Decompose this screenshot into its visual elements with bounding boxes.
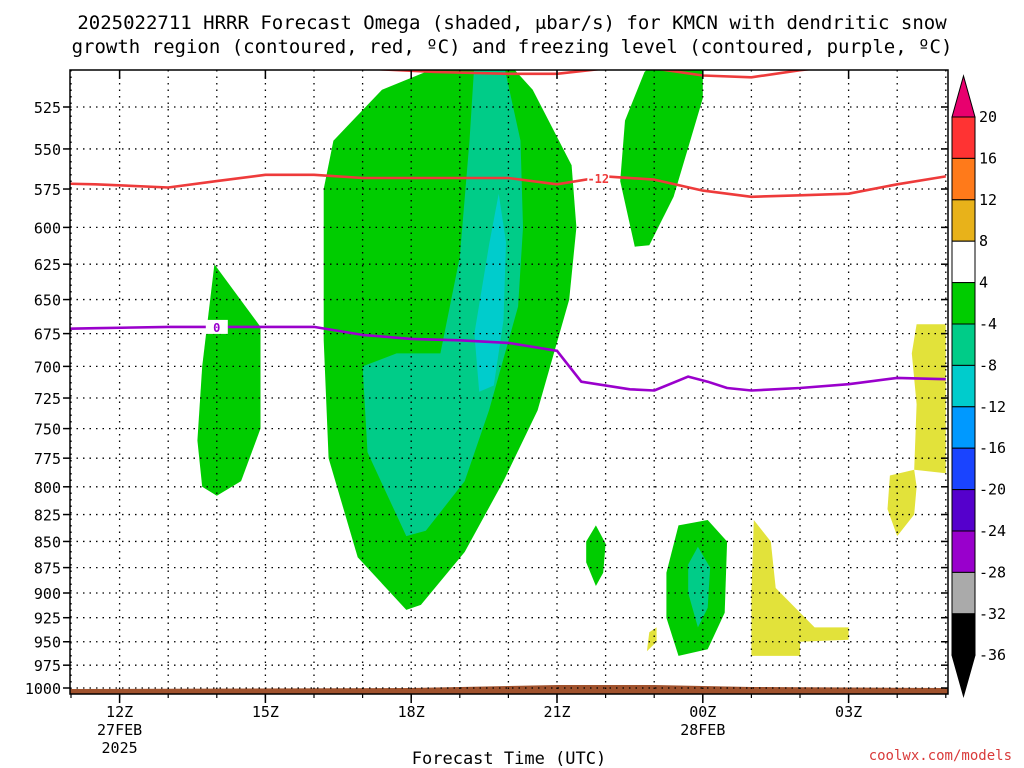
omega-shade-region-11 <box>911 324 946 474</box>
colorbar-label: -20 <box>979 481 1006 499</box>
omega-shade-region-4 <box>620 70 703 247</box>
y-axis: 525 550 575 600 625 650 675 700 725 750 775 800 825 8… <box>25 99 948 698</box>
ground-fill-area <box>70 685 948 694</box>
colorbar-box <box>951 157 976 201</box>
colorbar-label: -28 <box>979 563 1006 581</box>
contour-label: 0 <box>213 321 220 335</box>
omega-shade-region-7 <box>688 546 711 628</box>
credit-text: coolwx.com/models <box>869 748 1012 764</box>
colorbar-box <box>951 613 976 656</box>
contour-label-bg <box>587 170 610 185</box>
colorbar-bottom-arrow <box>951 654 976 699</box>
colorbar-box <box>951 530 976 573</box>
omega-shade-region-9 <box>751 520 849 656</box>
colorbar-box <box>951 489 976 532</box>
colorbar-label: -32 <box>979 605 1006 623</box>
colorbar-label: -8 <box>979 356 997 374</box>
colorbar-label: -36 <box>979 646 1006 664</box>
colorbar-box <box>951 282 976 325</box>
colorbar: 20 16 12 8 4 -4 -8 -12 -16 -20 -24 -28 -32 -36 <box>951 74 1006 699</box>
y-tick-label: 925 <box>34 610 61 628</box>
omega-shade-region-5 <box>586 525 606 586</box>
y-tick-label: 850 <box>34 533 61 551</box>
y-tick-label: 625 <box>34 256 61 274</box>
y-tick-label: 950 <box>34 634 61 652</box>
contour-m16 <box>368 70 814 79</box>
colorbar-label: -4 <box>979 315 997 333</box>
x-tick-label: 12Z <box>106 703 133 721</box>
colorbar-label: -16 <box>979 439 1006 457</box>
colorbar-box <box>951 447 976 491</box>
y-tick-label: 750 <box>34 421 61 439</box>
colorbar-top-arrow <box>951 74 976 118</box>
y-tick-label: 675 <box>34 326 61 344</box>
x-tick-label: 00Z <box>689 703 716 721</box>
chart-title-line-1: 2025022711 HRRR Forecast Omega (shaded, … <box>77 12 947 34</box>
colorbar-label: -12 <box>979 398 1006 416</box>
y-tick-label: 1000 <box>25 680 61 698</box>
x-tick-label: 28FEB <box>680 721 725 739</box>
x-tick-label: 27FEB <box>97 721 142 739</box>
colorbar-label: 20 <box>979 108 997 126</box>
omega-shade-region-8 <box>646 627 657 652</box>
plot-area: -12 0 <box>69 69 949 695</box>
y-tick-label: 775 <box>34 450 61 468</box>
y-tick-label: 900 <box>34 585 61 603</box>
contour-label: -12 <box>587 172 609 186</box>
ground-fill <box>70 685 948 694</box>
x-tick-label: 21Z <box>543 703 570 721</box>
x-tick-label: 15Z <box>252 703 279 721</box>
y-tick-label: 975 <box>34 657 61 675</box>
y-tick-label: 525 <box>34 99 61 117</box>
y-tick-label: 875 <box>34 560 61 578</box>
colorbar-label: 16 <box>979 149 997 167</box>
colorbar-label: 8 <box>979 232 988 250</box>
y-tick-label: 800 <box>34 479 61 497</box>
y-tick-label: 575 <box>34 181 61 199</box>
colorbar-box <box>951 571 976 615</box>
contour-m12 <box>70 173 947 199</box>
colorbar-label: 4 <box>979 274 988 292</box>
contour-label-bg <box>205 319 228 334</box>
y-tick-label: 600 <box>34 219 61 237</box>
x-tick-label: 03Z <box>835 703 862 721</box>
contour-0 <box>70 325 946 392</box>
x-tick-label: 2025 <box>102 739 138 757</box>
colorbar-box <box>951 406 976 449</box>
x-axis-label: Forecast Time (UTC) <box>412 749 606 768</box>
y-tick-label: 550 <box>34 141 61 159</box>
colorbar-box <box>951 116 976 159</box>
colorbar-box <box>951 364 976 408</box>
colorbar-box <box>951 323 976 366</box>
y-tick-label: 825 <box>34 507 61 525</box>
colorbar-box <box>951 240 976 284</box>
chart-title-line-2: growth region (contoured, red, ºC) and f… <box>72 36 953 58</box>
colorbar-label: -24 <box>979 522 1006 540</box>
x-tick-label: 18Z <box>398 703 425 721</box>
colorbar-label: 12 <box>979 191 997 209</box>
y-tick-label: 700 <box>34 358 61 376</box>
contours: -12 0 <box>70 70 947 392</box>
y-tick-label: 725 <box>34 390 61 408</box>
omega-shade-region-2 <box>362 70 523 537</box>
y-tick-label: 650 <box>34 292 61 310</box>
colorbar-box <box>951 199 976 242</box>
